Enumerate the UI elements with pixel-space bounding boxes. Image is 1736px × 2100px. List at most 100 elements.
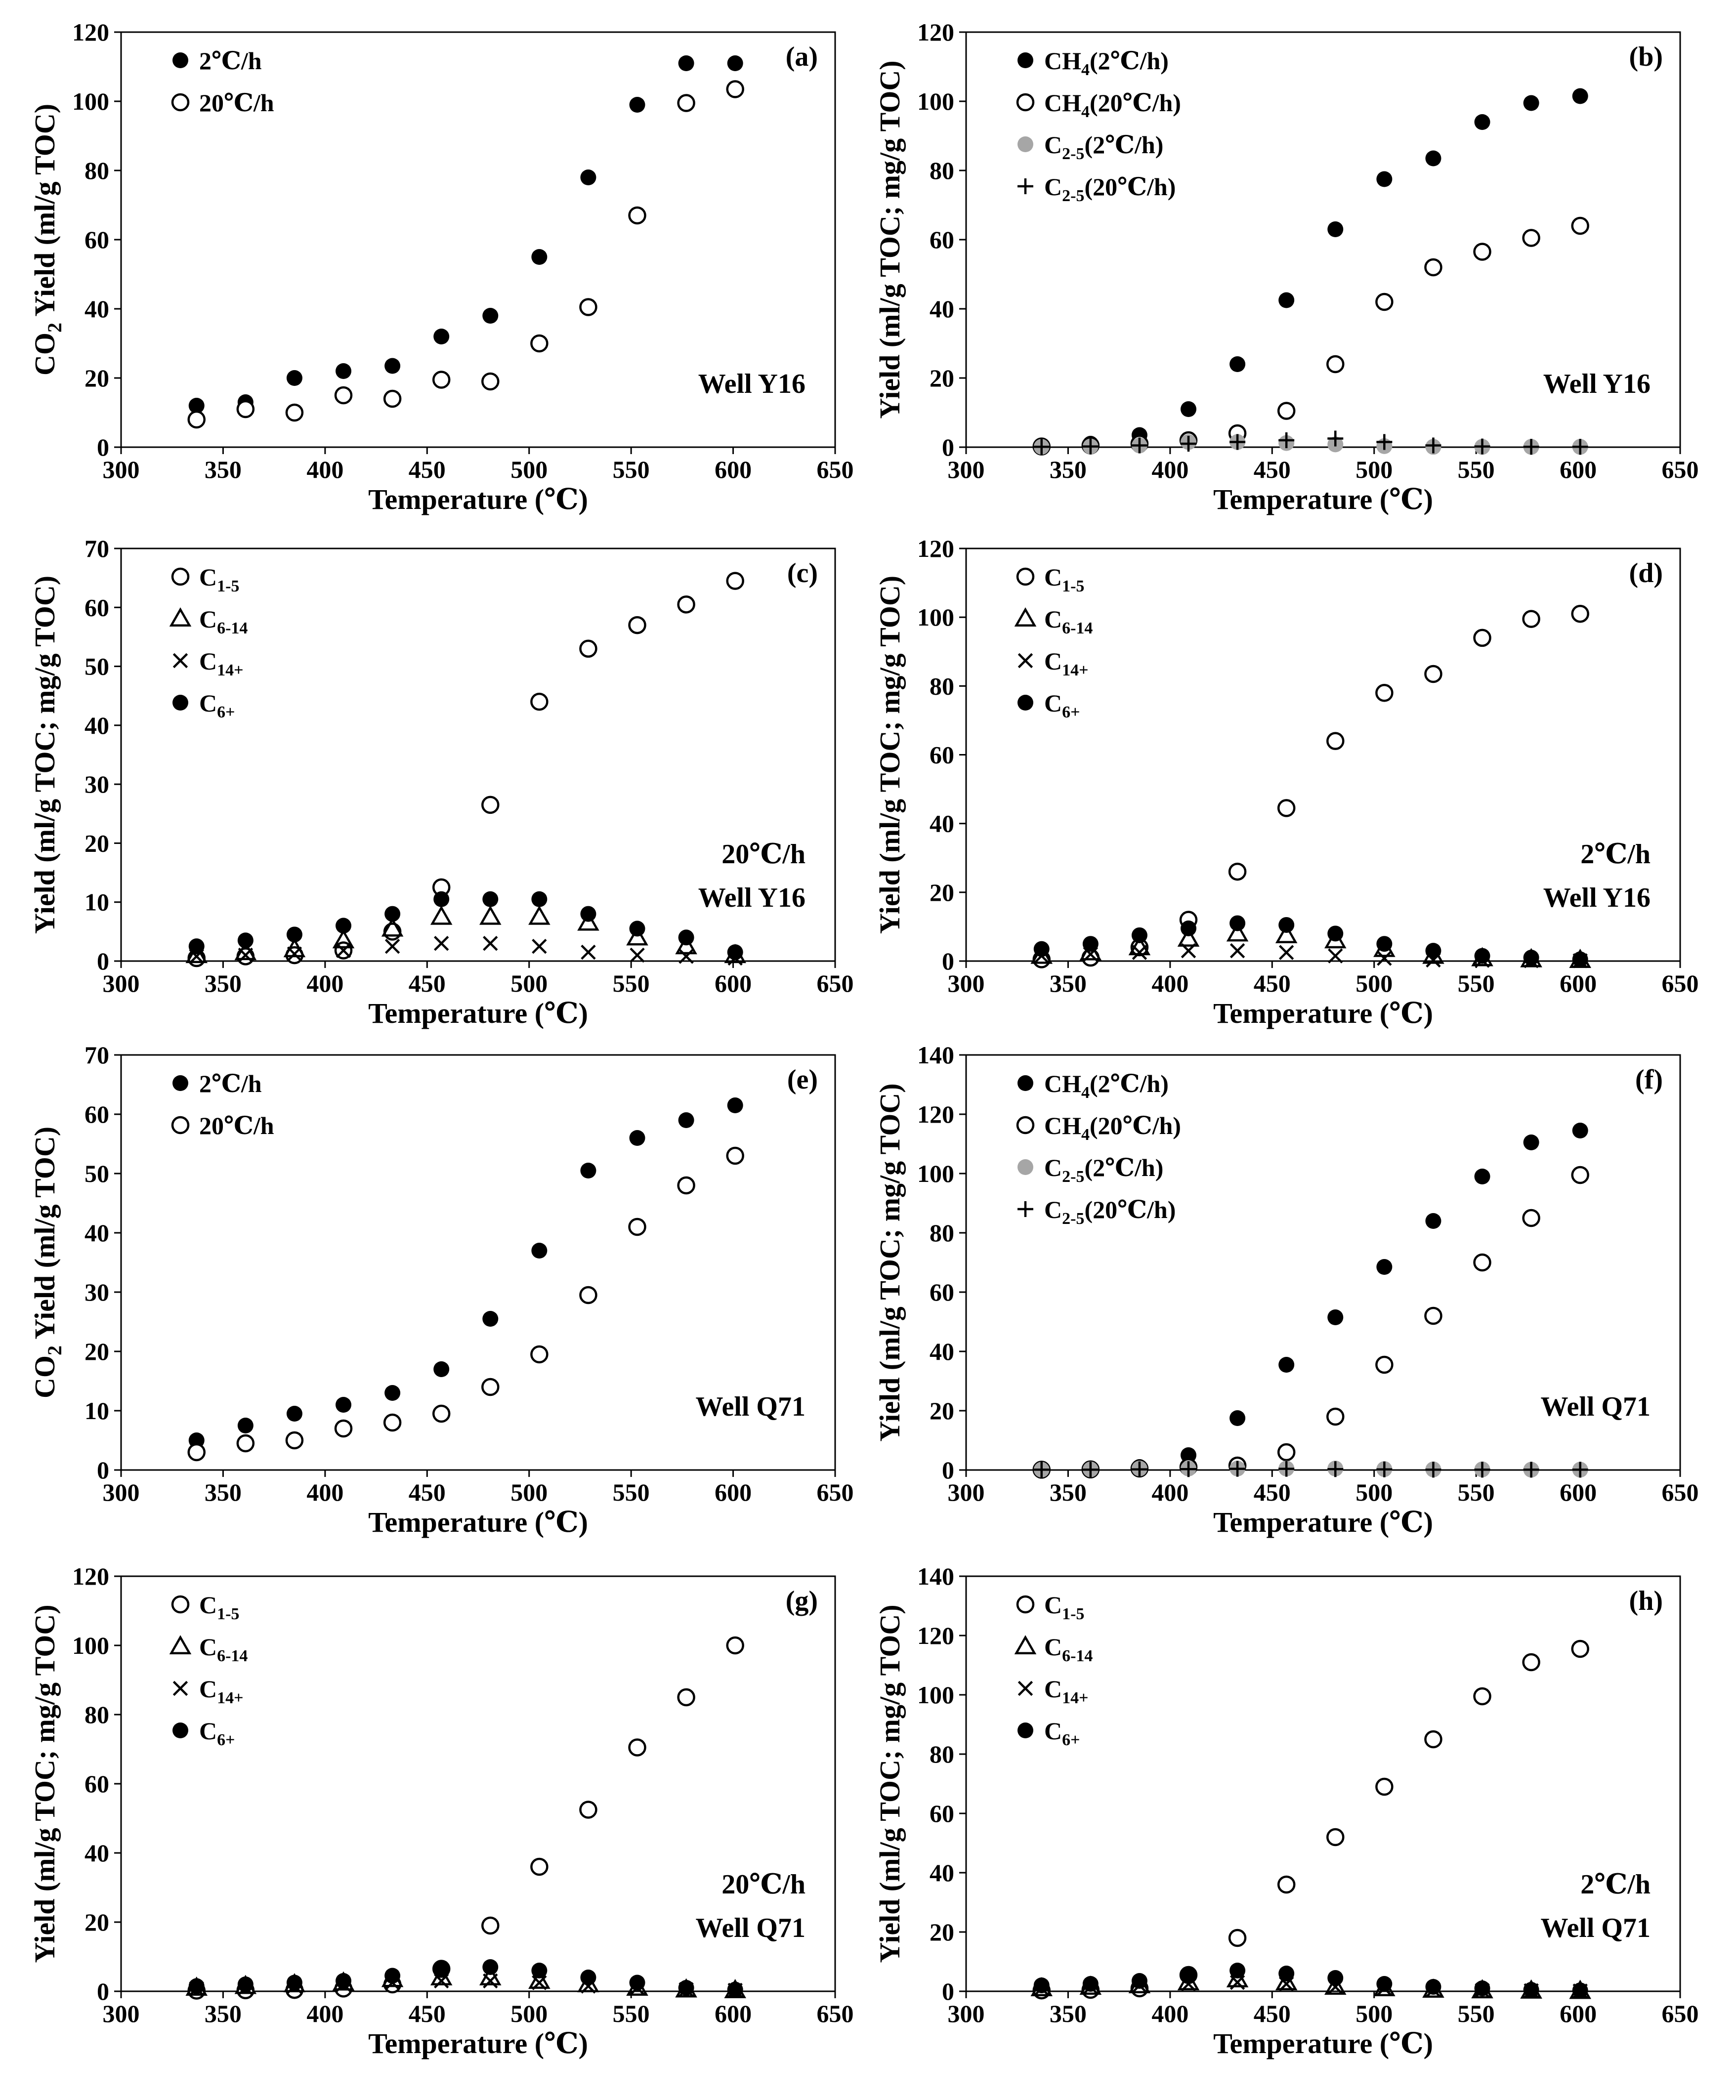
y-tick-label: 10 [85, 1397, 109, 1425]
data-point [532, 1975, 547, 1990]
y-tick-label: 40 [930, 1859, 954, 1887]
plot-frame [965, 1575, 1681, 1992]
y-tick-label: 20 [85, 1908, 109, 1936]
data-point [1376, 434, 1393, 450]
x-tick-label: 350 [205, 1478, 242, 1506]
chart-panel-6: 300 350 400 450 500 550 600 650 0 20 40 60 80 100 120 1… [874, 1041, 1699, 1538]
data-point [1424, 258, 1442, 277]
x-tick-label: 450 [1254, 969, 1291, 997]
panel-letter: (g) [786, 1586, 818, 1616]
data-point [185, 944, 208, 964]
data-point [531, 249, 548, 265]
data-point [1523, 1982, 1539, 1998]
data-point [1181, 1461, 1197, 1477]
data-point [384, 1385, 401, 1401]
legend-entry: C6+ [199, 1717, 235, 1749]
x-tick-label: 350 [1050, 1478, 1087, 1506]
x-tick-label: 550 [1458, 969, 1495, 997]
legend-marker [171, 1595, 190, 1614]
data-point [579, 639, 597, 658]
y-tick-label: 40 [85, 1839, 109, 1867]
legend-marker [169, 1635, 192, 1655]
data-point [1327, 430, 1344, 447]
data-point [727, 1097, 743, 1113]
x-tick-label: 400 [1151, 456, 1188, 483]
chart-panel-3: 300 350 400 450 500 550 600 650 0 10 20 30 40 50 60 70 T… [29, 535, 854, 1029]
plot-frame [120, 547, 836, 962]
data-point [678, 1980, 694, 1996]
series-2 [1030, 1968, 1591, 1999]
x-tick-label: 350 [1050, 2000, 1087, 2027]
data-point [237, 1418, 254, 1433]
x-tick-label: 300 [948, 2000, 985, 2027]
data-point [1324, 1975, 1347, 1995]
y-tick-label: 20 [930, 1397, 954, 1425]
x-tick-label: 650 [1662, 969, 1699, 997]
data-point [1474, 438, 1490, 455]
data-point [628, 206, 646, 225]
data-point [285, 403, 304, 422]
data-point [1275, 1971, 1298, 1991]
well-annotation: Well Q71 [1541, 1913, 1651, 1943]
data-point [1571, 216, 1589, 235]
data-point [1572, 88, 1588, 104]
data-point [383, 923, 402, 941]
plot-frame [965, 1054, 1681, 1471]
y-tick-label: 60 [930, 226, 954, 253]
data-point [285, 1431, 304, 1450]
panel-letter: (f) [1635, 1064, 1663, 1095]
data-point [1278, 1966, 1295, 1981]
y-tick-label: 0 [942, 1977, 954, 2005]
y-tick-label: 120 [72, 18, 109, 46]
x-tick-label: 300 [103, 2000, 140, 2027]
data-point [336, 363, 352, 379]
y-tick-label: 60 [930, 1800, 954, 1827]
y-tick-label: 100 [917, 87, 954, 115]
data-point [1425, 1979, 1441, 1995]
data-point [1132, 945, 1147, 960]
well-annotation: Well Q71 [696, 1913, 805, 1943]
data-point [1474, 1169, 1490, 1184]
data-point [187, 1443, 206, 1462]
data-point [1572, 951, 1588, 967]
data-point [481, 796, 500, 814]
x-tick-label: 300 [948, 456, 985, 483]
y-axis-title: Yield (ml/g TOC; mg/g TOC) [874, 1083, 906, 1441]
data-point [432, 1404, 451, 1423]
y-tick-label: 120 [72, 1562, 109, 1590]
y-tick-label: 20 [85, 364, 109, 392]
data-point [1522, 229, 1540, 247]
series-2 [1032, 216, 1589, 456]
data-point [530, 692, 549, 711]
legend-entry: C1-5 [199, 563, 239, 595]
data-point [1473, 629, 1491, 647]
y-tick-label: 140 [917, 1041, 954, 1069]
data-point [1079, 941, 1102, 961]
legend-marker [1017, 653, 1033, 669]
x-tick-label: 500 [1355, 1478, 1393, 1506]
data-point [1229, 1410, 1246, 1426]
legend-entry: C2-5(20℃/h) [1044, 1196, 1176, 1228]
legend-marker [1017, 1201, 1033, 1217]
y-tick-label: 0 [97, 947, 109, 975]
x-tick-label: 500 [510, 969, 548, 997]
y-tick-label: 60 [930, 741, 954, 769]
data-point [1181, 436, 1197, 452]
series-1 [188, 55, 743, 414]
data-point [1474, 1980, 1490, 1996]
series-4 [188, 891, 743, 961]
data-point [1328, 948, 1343, 964]
data-point [482, 1311, 499, 1327]
data-point [579, 1801, 597, 1819]
panel-letter: (a) [786, 42, 818, 72]
data-point [726, 80, 744, 98]
x-tick-label: 650 [817, 2000, 854, 2027]
data-point [580, 169, 596, 185]
chart-panel-4: 300 350 400 450 500 550 600 650 0 20 40 60 80 100 120 T… [874, 535, 1699, 1029]
data-point [528, 905, 550, 925]
data-point [1572, 1123, 1588, 1138]
data-point [1229, 356, 1246, 372]
data-point [530, 334, 549, 353]
y-axis-title: Yield (ml/g TOC; mg/g TOC) [29, 576, 61, 934]
data-point [1326, 732, 1345, 750]
